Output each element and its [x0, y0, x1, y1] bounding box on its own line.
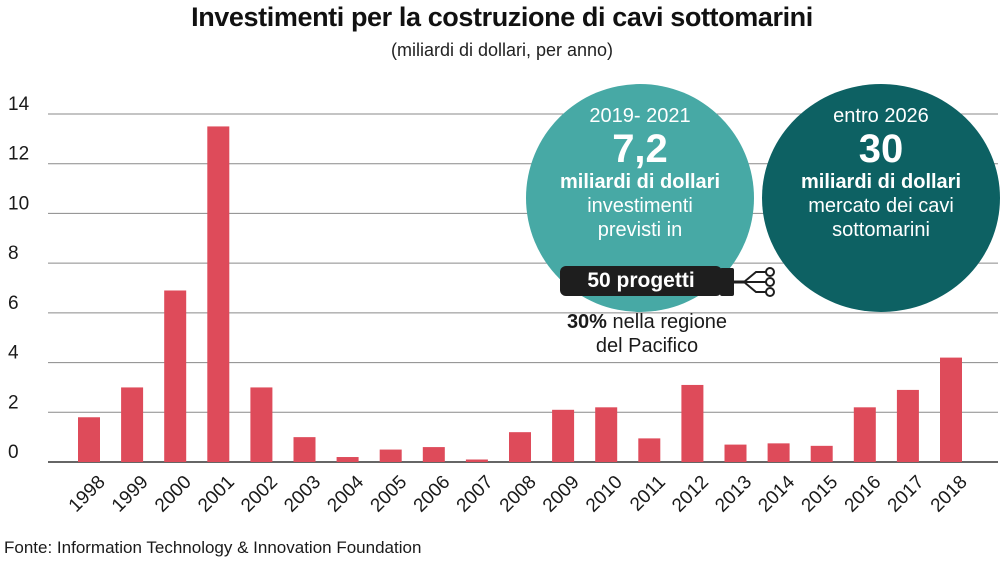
pacific-note-text: nella regione [606, 311, 728, 333]
pacific-note: 30% nella regione del Pacifico [540, 310, 754, 358]
y-axis-ticks: 0 2 4 6 8 10 12 14 [8, 94, 30, 463]
bar-1999 [121, 387, 144, 462]
bar-2008 [509, 432, 531, 462]
bar-2002 [250, 387, 273, 462]
bar-2016 [853, 407, 876, 462]
callout-right-value: 30 [858, 127, 904, 171]
x-tick-label: 2015 [798, 472, 843, 517]
callout-left-period: 2019- 2021 [589, 105, 691, 127]
callout-right-unit: miliardi di dollari [800, 171, 962, 193]
callout-left-value: 7,2 [612, 127, 668, 171]
bar-2006 [422, 447, 445, 462]
chart-subtitle: (miliardi di dollari, per anno) [390, 40, 614, 60]
bar-2001 [207, 126, 230, 462]
y-tick-label: 10 [8, 193, 29, 214]
x-tick-label: 2009 [539, 472, 584, 517]
x-tick-label: 2006 [410, 472, 455, 517]
x-axis-ticks: 1998199920002001200220032004200520062007… [65, 471, 972, 516]
y-tick-label: 2 [8, 392, 19, 413]
bar-2010 [595, 407, 618, 462]
x-tick-label: 2014 [754, 471, 799, 516]
callout-right-line1: mercato dei cavi [808, 195, 954, 217]
x-tick-label: 2013 [711, 472, 756, 517]
x-tick-label: 2016 [841, 472, 886, 517]
x-tick-label: 2001 [194, 472, 239, 517]
x-tick-label: 2004 [323, 471, 368, 516]
bar-2005 [379, 449, 402, 462]
x-tick-label: 2005 [367, 472, 412, 517]
x-tick-label: 2018 [927, 472, 972, 517]
x-tick-label: 2008 [496, 472, 541, 517]
bar-2012 [681, 384, 704, 462]
x-tick-label: 2012 [668, 472, 713, 517]
bar-2017 [896, 389, 919, 462]
callout-left-line2: previsti in [597, 219, 683, 241]
callout-left-unit: miliardi di dollari [559, 171, 721, 193]
bar-2000 [164, 290, 187, 462]
x-tick-label: 2000 [151, 472, 196, 517]
x-tick-label: 2002 [237, 472, 282, 517]
y-tick-label: 6 [8, 293, 19, 314]
y-tick-label: 12 [8, 144, 29, 165]
y-tick-label: 4 [8, 343, 19, 364]
x-tick-label: 2003 [280, 472, 325, 517]
bar-1998 [78, 417, 100, 462]
pacific-note-line2: del Pacifico [595, 335, 699, 357]
bar-2015 [810, 445, 833, 462]
cable-plug-icon [720, 267, 775, 297]
y-tick-label: 0 [8, 442, 19, 463]
x-tick-label: 2017 [884, 472, 929, 517]
y-tick-label: 14 [8, 94, 30, 115]
chart-title: Investimenti per la costruzione di cavi … [191, 2, 813, 32]
x-tick-label: 1999 [108, 472, 153, 517]
callout-right-period: entro 2026 [833, 105, 929, 127]
bar-2014 [767, 443, 790, 462]
bar-2011 [638, 438, 661, 462]
callout-left-line1: investimenti [587, 195, 693, 217]
bar-2007 [465, 459, 488, 462]
callout-right-line2: sottomarini [832, 219, 930, 241]
y-tick-label: 8 [8, 243, 19, 264]
x-tick-label: 2011 [626, 472, 670, 516]
bar-2003 [293, 437, 316, 462]
bar-2004 [336, 457, 359, 462]
x-tick-label: 1998 [65, 472, 110, 517]
x-tick-label: 2007 [453, 472, 498, 517]
bar-2018 [940, 357, 962, 462]
bar-2009 [552, 409, 575, 462]
pacific-note-percent: 30% [566, 311, 607, 333]
projects-badge: 50 progetti [560, 266, 722, 296]
callout-2026: entro 2026 30 miliardi di dollari mercat… [762, 84, 1000, 312]
bar-2013 [724, 444, 747, 462]
bars [78, 126, 962, 462]
source-note: Fonte: Information Technology & Innovati… [4, 538, 422, 557]
x-tick-label: 2010 [582, 472, 627, 517]
